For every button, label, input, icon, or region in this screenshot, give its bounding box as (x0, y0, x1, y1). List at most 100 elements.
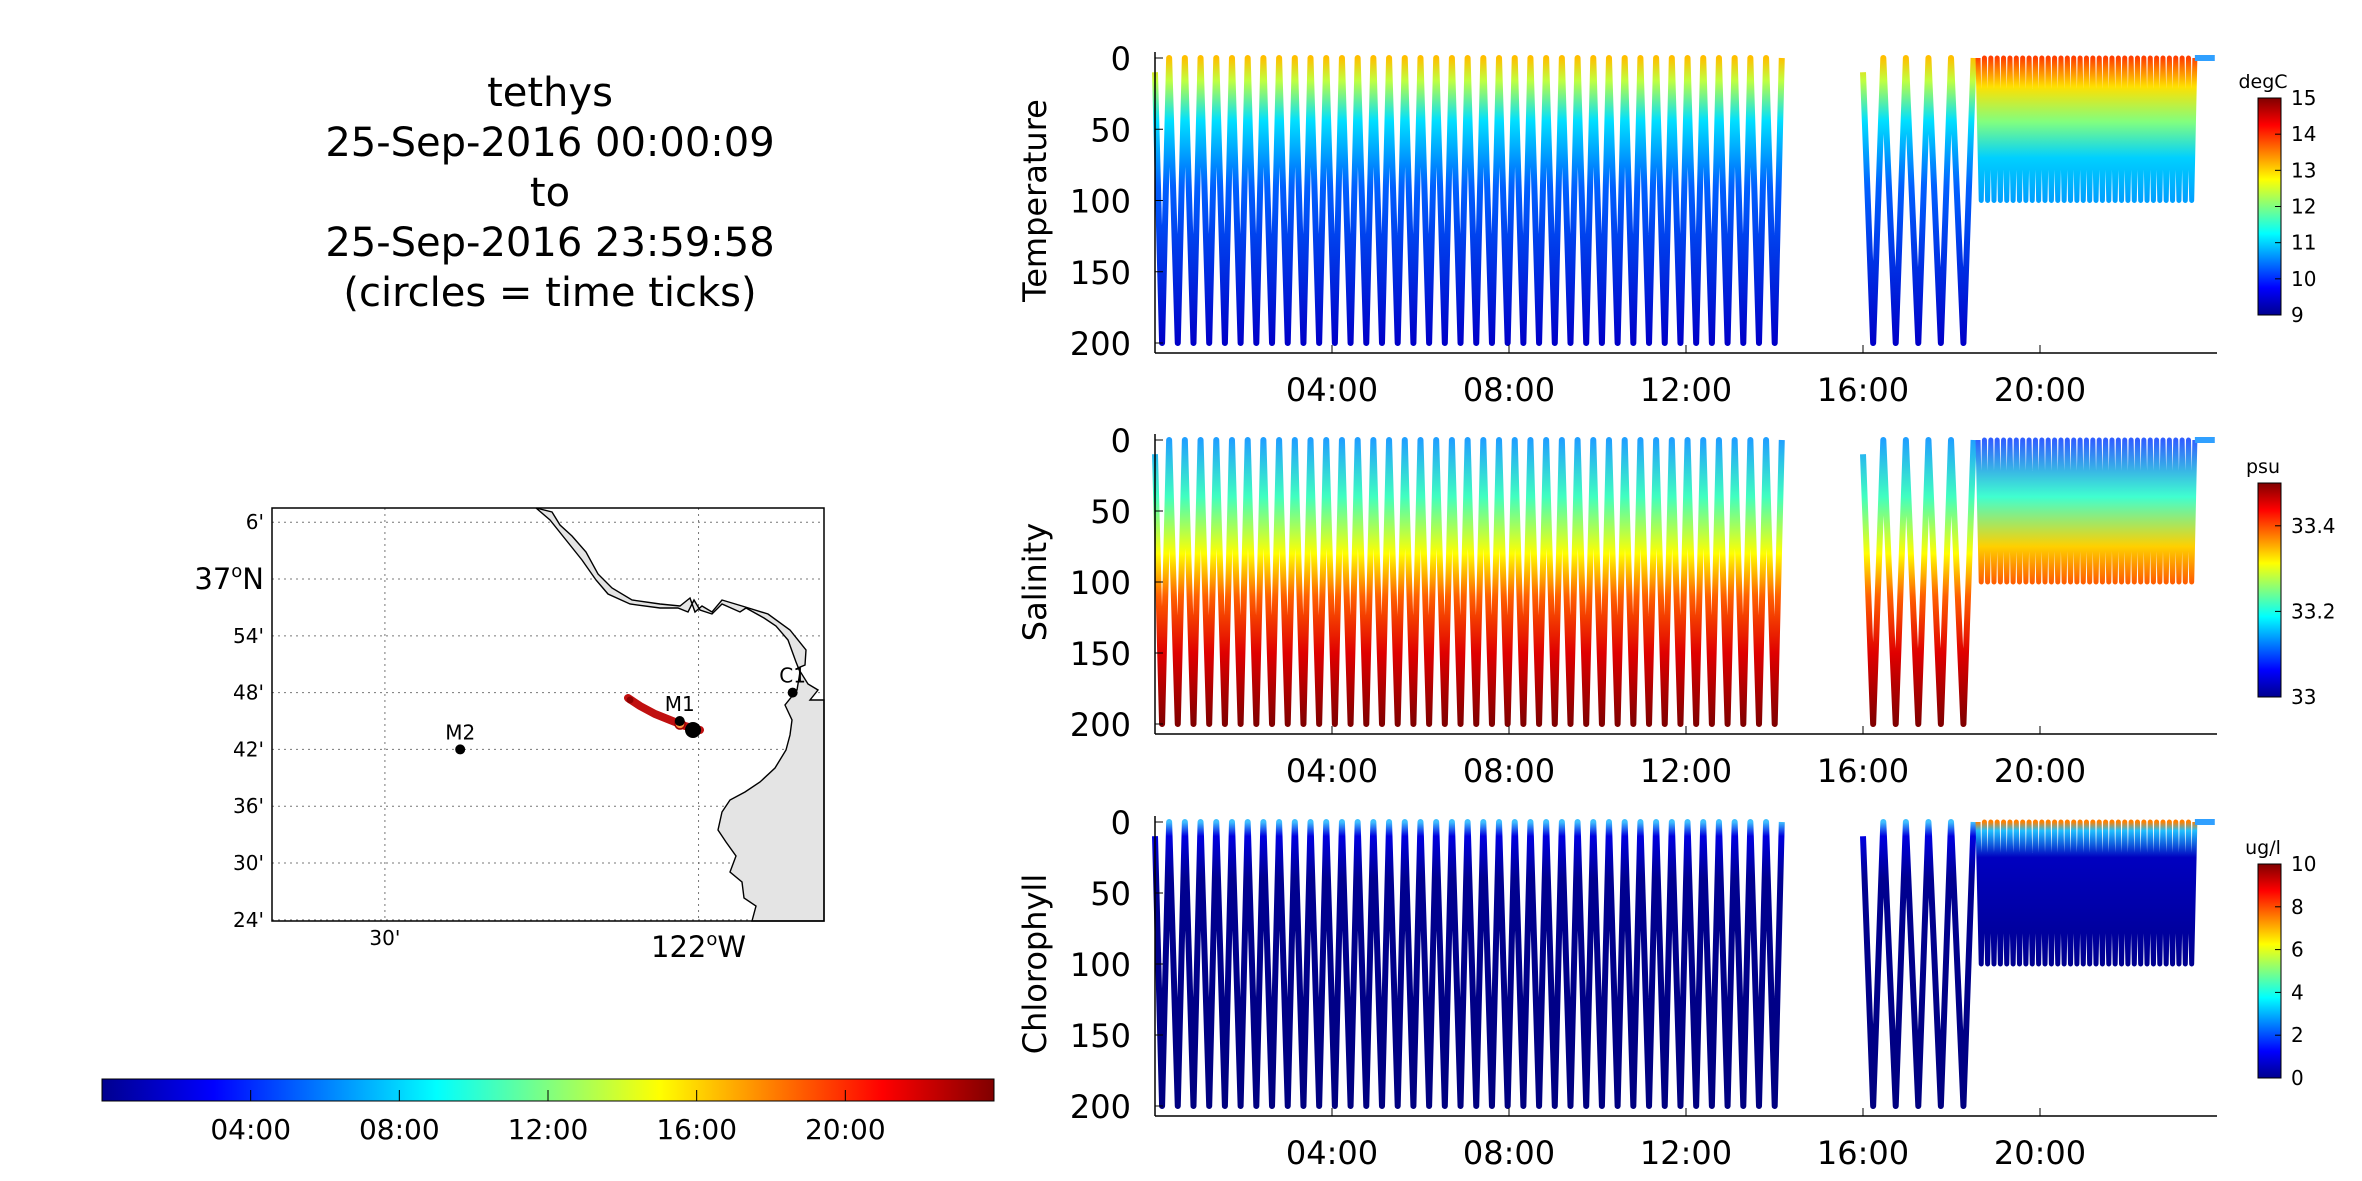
y-tick-label: 0 (1111, 422, 1131, 460)
lat-tick-label: 30' (233, 851, 264, 875)
x-tick-label: 20:00 (1994, 1134, 2086, 1172)
station-label-m1: M1 (665, 692, 695, 716)
x-tick-label: 04:00 (1286, 371, 1378, 409)
x-tick-label: 08:00 (1463, 1134, 1555, 1172)
station-label-c1: C1 (779, 664, 806, 688)
time-colorbar-tick-label: 04:00 (210, 1113, 291, 1146)
lon-tick-label: 30' (369, 926, 400, 950)
mooring-stations: M1 M2 C1 (445, 664, 806, 755)
station-label-m2: M2 (445, 720, 475, 744)
colorbar-tick-label: 33.4 (2291, 514, 2336, 538)
y-tick-label: 0 (1111, 40, 1131, 78)
colorbar-tick-label: 0 (2291, 1066, 2304, 1090)
map-gridlines (272, 508, 824, 921)
y-tick-label: 50 (1090, 493, 1131, 531)
x-tick-label: 20:00 (1994, 371, 2086, 409)
panel-salinity: 0 50 100 150 200 04:00 08:00 12:00 16:00 20:00 Sal… (1016, 422, 2336, 790)
profile-trace (1152, 819, 1785, 1109)
colorbar-tick-label: 12 (2291, 195, 2316, 219)
time-colorbar-tick-label: 16:00 (656, 1113, 737, 1146)
colorbar-unit-label: psu (2246, 456, 2280, 478)
lon-tick-label: 122oW (651, 929, 746, 964)
colorbar-unit-label: ug/l (2245, 837, 2281, 859)
station-marker-m2 (455, 744, 466, 755)
x-tick-label: 08:00 (1463, 371, 1555, 409)
lat-tick-label: 42' (233, 737, 264, 761)
shallow-profile-trace (1975, 437, 2198, 585)
colorbar-tick-label: 2 (2291, 1023, 2304, 1047)
colorbar-tick-label: 6 (2291, 938, 2304, 962)
y-tick-label: 0 (1111, 804, 1131, 842)
y-tick-label: 100 (1070, 183, 1131, 221)
y-tick-label: 200 (1070, 1088, 1131, 1126)
y-tick-label: 150 (1070, 1017, 1131, 1055)
y-tick-label: 200 (1070, 325, 1131, 363)
y-axis-label: Salinity (1016, 523, 1054, 641)
latitude-tick-labels: 6' 37oN 54' 48' 42' 36' 30' 24' (194, 510, 264, 932)
shallow-profile-trace (1975, 819, 2198, 967)
colorbar-chlorophyll (2257, 863, 2282, 1079)
x-tick-label: 04:00 (1286, 752, 1378, 790)
x-tick-label: 12:00 (1640, 371, 1732, 409)
panel-chlorophyll: 0 50 100 150 200 04:00 08:00 12:00 16:00 20:00 Chl… (1016, 804, 2316, 1172)
time-colorbar: 04:00 08:00 12:00 16:00 20:00 (101, 1078, 995, 1146)
station-marker-c1 (787, 687, 798, 698)
colorbar-tick-label: 8 (2291, 895, 2304, 919)
colorbar-tick-label: 9 (2291, 303, 2304, 327)
y-tick-label: 150 (1070, 635, 1131, 673)
y-tick-label: 150 (1070, 254, 1131, 292)
lat-tick-label: 6' (246, 510, 264, 534)
x-tick-label: 04:00 (1286, 1134, 1378, 1172)
time-colorbar-tick-label: 12:00 (508, 1113, 589, 1146)
colorbar-tick-label: 15 (2291, 86, 2316, 110)
lat-tick-label: 54' (233, 624, 264, 648)
profile-trace (1860, 819, 1977, 1109)
track-start-circle (626, 696, 634, 704)
profile-trace (1860, 55, 1977, 346)
y-axis-label: Chlorophyll (1016, 874, 1054, 1054)
to-text: to (529, 170, 571, 216)
figure-title: tethys 25-Sep-2016 00:00:09 to 25-Sep-20… (250, 68, 850, 318)
y-tick-label: 50 (1090, 875, 1131, 913)
lat-tick-label: 36' (233, 794, 264, 818)
coastline-land (535, 507, 825, 922)
shallow-profile-trace (1975, 55, 2198, 203)
profile-trace (1860, 437, 1977, 727)
longitude-tick-labels: 30' 122oW (369, 926, 746, 964)
map-background (272, 508, 824, 921)
vehicle-name: tethys (487, 70, 613, 116)
colorbar-tick-label: 13 (2291, 158, 2316, 182)
x-tick-label: 08:00 (1463, 752, 1555, 790)
colorbar-tick-label: 11 (2291, 231, 2316, 255)
colorbar-tick-label: 4 (2291, 980, 2304, 1004)
station-marker-m1 (674, 716, 685, 727)
y-tick-label: 100 (1070, 946, 1131, 984)
lat-tick-label: 37oN (194, 561, 264, 596)
profile-trace (1152, 55, 1785, 346)
x-tick-label: 12:00 (1640, 1134, 1732, 1172)
track-map: M1 M2 C1 6' 37oN 54' 48' 42' 36' 30' 24' 30' 122oW (194, 507, 825, 964)
colorbar-tick-label: 33 (2291, 685, 2316, 709)
y-tick-label: 200 (1070, 706, 1131, 744)
lat-tick-label: 48' (233, 681, 264, 705)
time-colorbar-ticks: 04:00 08:00 12:00 16:00 20:00 (210, 1090, 886, 1146)
colorbar-tick-label: 33.2 (2291, 599, 2336, 623)
x-tick-label: 16:00 (1817, 1134, 1909, 1172)
time-colorbar-tick-label: 08:00 (359, 1113, 440, 1146)
profile-trace (1152, 437, 1785, 727)
colorbar-unit-label: degC (2238, 71, 2287, 93)
y-tick-label: 50 (1090, 111, 1131, 149)
x-tick-label: 20:00 (1994, 752, 2086, 790)
y-tick-label: 100 (1070, 564, 1131, 602)
x-tick-label: 12:00 (1640, 752, 1732, 790)
end-time: 25-Sep-2016 23:59:58 (325, 220, 775, 266)
lat-tick-label: 24' (233, 908, 264, 932)
vehicle-position-marker (685, 722, 701, 738)
start-time: 25-Sep-2016 00:00:09 (325, 120, 775, 166)
panel-temperature: 0 50 100 150 200 04:00 08:00 12:00 16:00 20:00 Tem… (1016, 40, 2316, 409)
map-frame (271, 507, 825, 922)
y-axis-label: Temperature (1016, 99, 1054, 303)
x-tick-label: 16:00 (1817, 371, 1909, 409)
